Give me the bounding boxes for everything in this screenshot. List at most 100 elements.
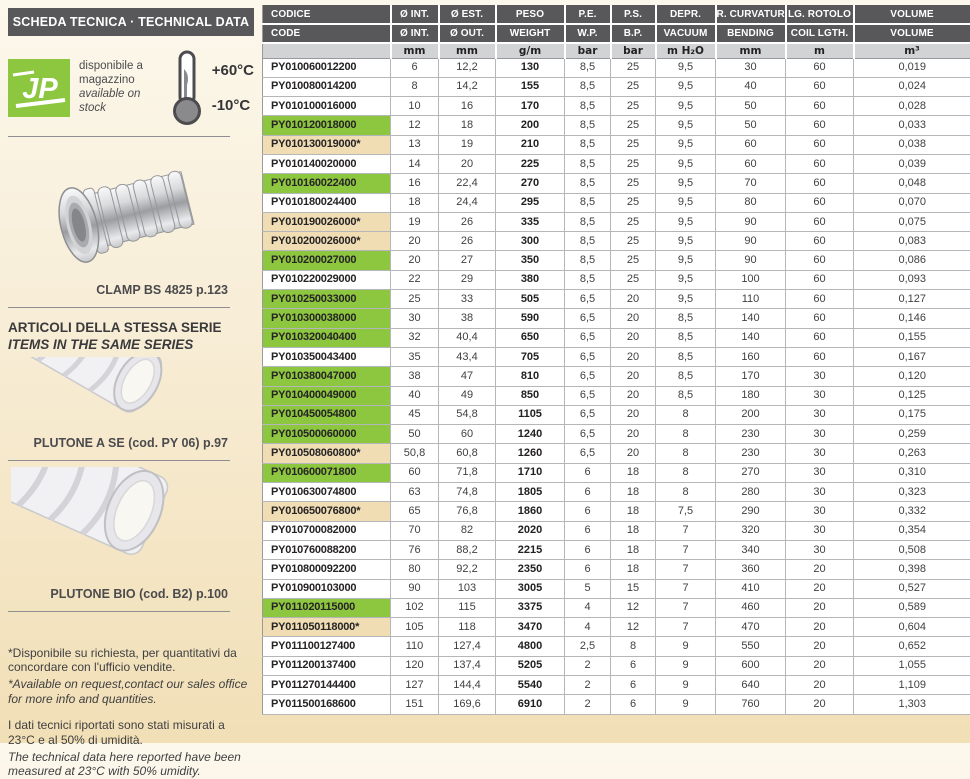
value-cell: 0,263 [854, 444, 970, 463]
product2-caption: PLUTONE BIO (cod. B2) p.100 [8, 587, 254, 601]
value-cell: 130 [496, 58, 565, 77]
value-cell: 6,5 [565, 405, 611, 424]
value-cell: 118 [439, 618, 496, 637]
unit-bar-wp: bar [565, 43, 611, 58]
page-title-text: SCHEDA TECNICA · TECHNICAL DATA [13, 15, 250, 29]
product-code-cell: PY010190026000* [263, 212, 391, 231]
value-cell: 225 [496, 154, 565, 173]
value-cell: 340 [716, 540, 786, 559]
value-cell: 6,5 [565, 309, 611, 328]
product-code-cell: PY010100016000 [263, 97, 391, 116]
value-cell: 20 [611, 367, 656, 386]
value-cell: 90 [716, 232, 786, 251]
value-cell: 60 [786, 251, 854, 270]
value-cell: 26 [439, 232, 496, 251]
value-cell: 0,398 [854, 560, 970, 579]
value-cell: 9 [656, 695, 716, 714]
value-cell: 19 [391, 212, 439, 231]
value-cell: 6,5 [565, 444, 611, 463]
value-cell: 170 [716, 367, 786, 386]
value-cell: 6 [611, 695, 656, 714]
value-cell: 9 [656, 637, 716, 656]
value-cell: 30 [786, 405, 854, 424]
unit-gm: g/m [496, 43, 565, 58]
jp-logo-icon: JP [8, 59, 70, 117]
value-cell: 7 [656, 560, 716, 579]
thermometer-icon [166, 49, 208, 127]
value-cell: 270 [496, 174, 565, 193]
value-cell: 1710 [496, 463, 565, 482]
value-cell: 8,5 [565, 174, 611, 193]
value-cell: 640 [716, 676, 786, 695]
value-cell: 8,5 [656, 367, 716, 386]
value-cell: 1805 [496, 483, 565, 502]
availability-en: available on stock [79, 88, 164, 116]
value-cell: 80 [391, 560, 439, 579]
value-cell: 1860 [496, 502, 565, 521]
value-cell: 6 [565, 483, 611, 502]
value-cell: 127,4 [439, 637, 496, 656]
value-cell: 25 [611, 212, 656, 231]
value-cell: 9,5 [656, 251, 716, 270]
value-cell: 20 [786, 598, 854, 617]
value-cell: 20 [391, 232, 439, 251]
product-code-cell: PY010320040400 [263, 328, 391, 347]
value-cell: 144,4 [439, 676, 496, 695]
product-code-cell: PY010760088200 [263, 540, 391, 559]
value-cell: 60 [786, 116, 854, 135]
value-cell: 151 [391, 695, 439, 714]
value-cell: 3375 [496, 598, 565, 617]
value-cell: 20 [786, 676, 854, 695]
product-code-cell: PY010800092200 [263, 560, 391, 579]
value-cell: 25 [611, 135, 656, 154]
value-cell: 0,508 [854, 540, 970, 559]
divider [8, 611, 230, 612]
value-cell: 35 [391, 347, 439, 366]
value-cell: 8 [656, 425, 716, 444]
value-cell: 120 [391, 656, 439, 675]
value-cell: 8,5 [565, 193, 611, 212]
product-code-cell: PY011500168600 [263, 695, 391, 714]
value-cell: 6,5 [565, 290, 611, 309]
value-cell: 7 [656, 598, 716, 617]
product-code-cell: PY010700082000 [263, 521, 391, 540]
value-cell: 14 [391, 154, 439, 173]
value-cell: 9,5 [656, 174, 716, 193]
value-cell: 30 [786, 386, 854, 405]
product-code-cell: PY011270144400 [263, 676, 391, 695]
value-cell: 30 [786, 521, 854, 540]
value-cell: 127 [391, 676, 439, 695]
value-cell: 7 [656, 521, 716, 540]
value-cell: 8,5 [565, 97, 611, 116]
footnote-conditions-it: I dati tecnici riportati sono stati misu… [8, 718, 254, 747]
value-cell: 600 [716, 656, 786, 675]
value-cell: 200 [716, 405, 786, 424]
value-cell: 60 [786, 212, 854, 231]
value-cell: 180 [716, 386, 786, 405]
unit-blank [263, 43, 391, 58]
header-rotolo: LG. ROTOLO [786, 5, 854, 24]
value-cell: 280 [716, 483, 786, 502]
value-cell: 25 [611, 58, 656, 77]
value-cell: 80 [716, 193, 786, 212]
value-cell: 18 [611, 463, 656, 482]
value-cell: 110 [716, 290, 786, 309]
value-cell: 20 [786, 656, 854, 675]
value-cell: 60 [786, 193, 854, 212]
value-cell: 103 [439, 579, 496, 598]
value-cell: 760 [716, 695, 786, 714]
header-diam-int: Ø INT. [391, 5, 439, 24]
value-cell: 60 [786, 174, 854, 193]
value-cell: 2215 [496, 540, 565, 559]
value-cell: 38 [391, 367, 439, 386]
value-cell: 18 [611, 560, 656, 579]
value-cell: 0,028 [854, 97, 970, 116]
value-cell: 60 [439, 425, 496, 444]
divider [8, 307, 230, 308]
value-cell: 169,6 [439, 695, 496, 714]
value-cell: 18 [611, 502, 656, 521]
